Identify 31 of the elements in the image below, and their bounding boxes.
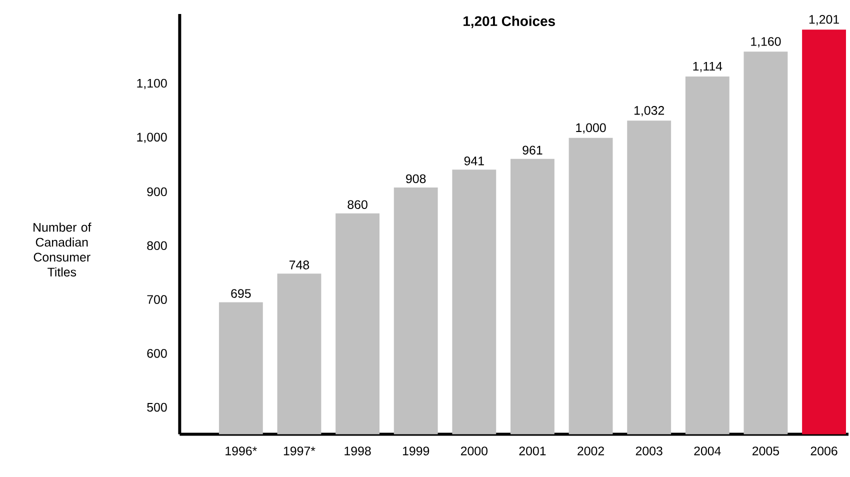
- data-label: 860: [348, 200, 368, 209]
- x-tick-label: 2003: [636, 446, 662, 456]
- y-tick-label: 500: [147, 402, 167, 412]
- data-label: 1,000: [576, 123, 606, 134]
- x-tick-label: 2004: [694, 446, 721, 456]
- data-label: 1,032: [634, 106, 664, 116]
- chart-title: 1,201 Choices: [464, 16, 555, 28]
- data-label: 695: [231, 289, 251, 298]
- x-tick-label: 2001: [519, 446, 546, 456]
- x-tick-label: 2006: [810, 446, 838, 456]
- y-tick-label: 1,000: [137, 132, 167, 143]
- y-axis-title: Number of Canadian Consumer Titles: [34, 222, 92, 276]
- y-tick-label: 700: [147, 295, 167, 304]
- y-tick-label: 600: [147, 348, 167, 358]
- data-label: 1,160: [751, 37, 781, 48]
- x-tick-label: 1999: [402, 446, 430, 456]
- x-tick-label: 1997*: [284, 446, 316, 456]
- data-label: 941: [464, 156, 484, 166]
- x-tick-label: 2002: [578, 446, 604, 456]
- x-tick-label: 2000: [460, 446, 488, 456]
- x-tick-label: 1996*: [226, 446, 257, 456]
- data-label: 1,114: [693, 62, 722, 72]
- data-label: 961: [522, 146, 542, 154]
- y-tick-label: 900: [147, 187, 167, 196]
- x-tick-label: 1998: [344, 446, 371, 456]
- y-tick-label: 800: [147, 241, 167, 250]
- data-label: 908: [406, 174, 426, 184]
- x-tick-label: 2005: [752, 446, 780, 456]
- y-tick-label: 1,100: [137, 78, 167, 90]
- data-label: 1,201: [809, 14, 839, 26]
- data-label: 748: [289, 260, 310, 270]
